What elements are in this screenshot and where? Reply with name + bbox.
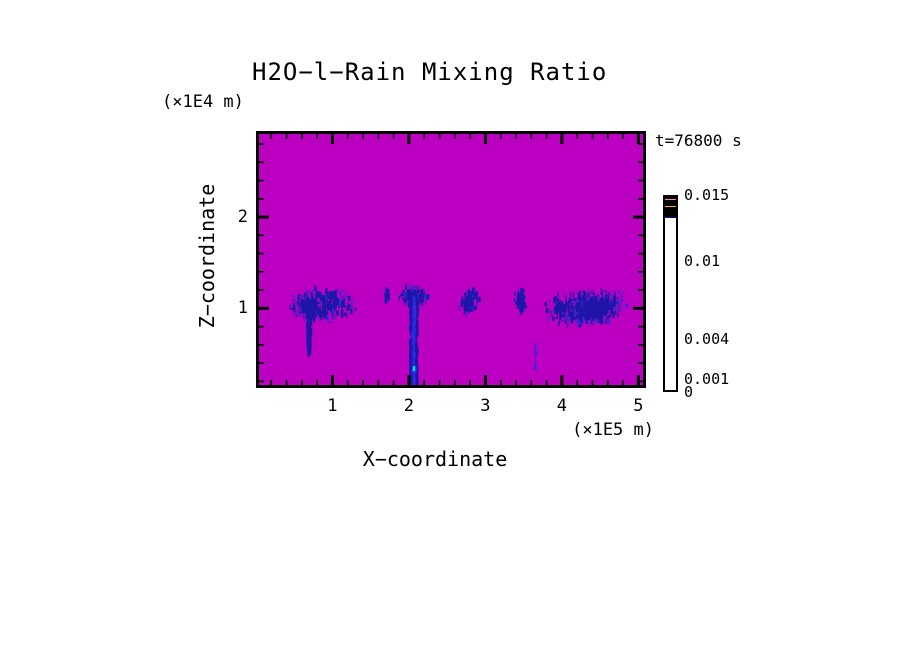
colorbar-label: 0.001 [684, 369, 730, 388]
z-tick-label: 2 [237, 207, 248, 228]
colorbar-segment [665, 213, 676, 216]
colorbar-segment [665, 215, 676, 218]
colorbar-segment [665, 201, 676, 205]
colorbar-label: 0.01 [684, 251, 721, 270]
heatmap-plot [259, 134, 643, 385]
colorbar-segment [665, 199, 676, 202]
x-tick-label: 4 [556, 396, 568, 416]
timestamp-label: t=76800 s [655, 131, 742, 150]
x-tick-label: 1 [327, 396, 338, 416]
colorbar-segment [665, 208, 676, 212]
x-tick-label: 5 [633, 396, 644, 416]
colorbar-segment [665, 197, 676, 200]
plot-area [256, 131, 646, 388]
chart-title: H2O−l−Rain Mixing Ratio [252, 58, 608, 86]
colorbar-segment [665, 206, 676, 209]
x-tick-label: 2 [403, 396, 415, 416]
colorbar-segment [665, 211, 676, 214]
colorbar-segment [665, 204, 676, 207]
x-axis-unit-label: (×1E5 m) [572, 420, 654, 440]
colorbar-label: 0 [684, 383, 694, 401]
z-tick-label: 1 [237, 298, 248, 319]
x-axis-label: X−coordinate [362, 447, 508, 471]
x-tick-label: 3 [480, 396, 491, 416]
colorbar-label: 0.004 [684, 330, 730, 349]
colorbar-label: 0.015 [684, 186, 730, 204]
y-axis-unit-label: (×1E4 m) [162, 92, 244, 112]
colorbar [663, 195, 678, 392]
